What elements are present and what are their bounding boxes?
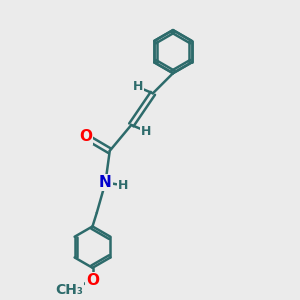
Text: CH₃: CH₃ (56, 283, 83, 297)
Text: H: H (118, 179, 128, 192)
Text: H: H (133, 80, 143, 94)
Text: N: N (99, 175, 112, 190)
Text: O: O (79, 129, 92, 144)
Text: O: O (86, 273, 99, 288)
Text: H: H (141, 125, 152, 138)
